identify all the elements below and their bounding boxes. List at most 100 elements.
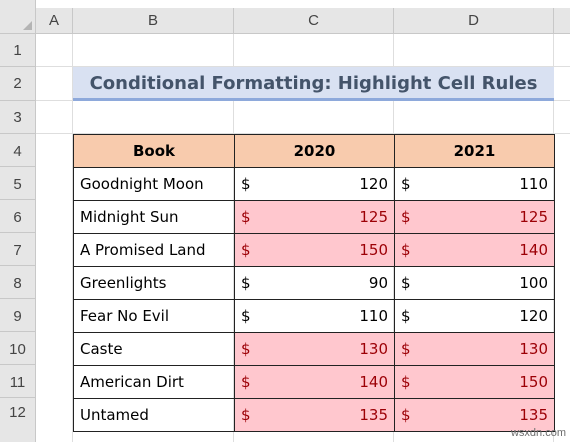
cell-number: 125 [519, 208, 548, 226]
book-cell[interactable]: American Dirt [73, 365, 235, 399]
currency-value: $130 [241, 340, 388, 358]
currency-symbol: $ [241, 373, 251, 391]
book-cell[interactable]: A Promised Land [73, 233, 235, 267]
book-sales-table: Book 2020 2021 Goodnight Moon $120 $110 Mid… [73, 134, 555, 432]
currency-symbol: $ [241, 307, 251, 325]
row-header-7[interactable]: 7 [0, 233, 36, 266]
value-2020-cell[interactable]: $120 [234, 167, 395, 201]
cell-number: 130 [359, 340, 388, 358]
value-2020-cell[interactable]: $90 [234, 266, 395, 300]
select-all-corner[interactable] [0, 0, 36, 34]
book-cell[interactable]: Midnight Sun [73, 200, 235, 234]
table-row: Goodnight Moon $120 $110 [73, 167, 555, 201]
currency-value: $125 [401, 208, 548, 226]
cell-number: 140 [519, 241, 548, 259]
select-all-icon [23, 21, 32, 30]
table-row: American Dirt $140 $150 [73, 365, 555, 399]
row-header-12[interactable]: 12 [0, 398, 36, 442]
book-cell[interactable]: Untamed [73, 398, 235, 432]
cell-number: 135 [519, 406, 548, 424]
book-cell[interactable]: Greenlights [73, 266, 235, 300]
value-2020-cell[interactable]: $125 [234, 200, 395, 234]
sheet-title[interactable]: Conditional Formatting: Highlight Cell R… [73, 67, 554, 101]
cell-number: 120 [519, 307, 548, 325]
gridline-h [36, 133, 570, 134]
column-header-e[interactable] [554, 0, 570, 34]
row-header-2[interactable]: 2 [0, 67, 36, 101]
currency-value: $120 [401, 307, 548, 325]
currency-value: $90 [241, 274, 388, 292]
currency-value: $110 [401, 175, 548, 193]
currency-symbol: $ [401, 208, 411, 226]
currency-symbol: $ [241, 241, 251, 259]
table-row: Greenlights $90 $100 [73, 266, 555, 300]
gridline-h [36, 66, 570, 67]
book-cell[interactable]: Goodnight Moon [73, 167, 235, 201]
currency-symbol: $ [401, 274, 411, 292]
value-2021-cell[interactable]: $135 [394, 398, 555, 432]
value-2021-cell[interactable]: $100 [394, 266, 555, 300]
cell-number: 120 [359, 175, 388, 193]
value-2021-cell[interactable]: $125 [394, 200, 555, 234]
row-header-11[interactable]: 11 [0, 365, 36, 398]
row-header-10[interactable]: 10 [0, 332, 36, 365]
value-2021-cell[interactable]: $140 [394, 233, 555, 267]
currency-value: $100 [401, 274, 548, 292]
book-cell[interactable]: Caste [73, 332, 235, 366]
currency-symbol: $ [401, 175, 411, 193]
currency-symbol: $ [401, 307, 411, 325]
header-book[interactable]: Book [73, 134, 235, 168]
cell-number: 135 [359, 406, 388, 424]
table-row: Midnight Sun $125 $125 [73, 200, 555, 234]
table-row: Fear No Evil $110 $120 [73, 299, 555, 333]
value-2021-cell[interactable]: $120 [394, 299, 555, 333]
currency-value: $140 [401, 241, 548, 259]
currency-symbol: $ [401, 373, 411, 391]
table-row: A Promised Land $150 $140 [73, 233, 555, 267]
currency-symbol: $ [401, 340, 411, 358]
value-2021-cell[interactable]: $130 [394, 332, 555, 366]
cell-number: 90 [368, 274, 388, 292]
table-row: Untamed $135 $135 [73, 398, 555, 432]
cell-number: 100 [519, 274, 548, 292]
currency-value: $150 [401, 373, 548, 391]
currency-symbol: $ [241, 175, 251, 193]
row-header-1[interactable]: 1 [0, 34, 36, 67]
header-top-strip [36, 0, 570, 8]
currency-symbol: $ [401, 406, 411, 424]
currency-symbol: $ [401, 241, 411, 259]
value-2021-cell[interactable]: $150 [394, 365, 555, 399]
row-header-9[interactable]: 9 [0, 299, 36, 332]
table-row: Caste $130 $130 [73, 332, 555, 366]
currency-value: $120 [241, 175, 388, 193]
value-2020-cell[interactable]: $150 [234, 233, 395, 267]
row-header-3[interactable]: 3 [0, 101, 36, 134]
cell-number: 130 [519, 340, 548, 358]
header-2020[interactable]: 2020 [234, 134, 395, 168]
currency-value: $140 [241, 373, 388, 391]
value-2020-cell[interactable]: $135 [234, 398, 395, 432]
row-header-5[interactable]: 5 [0, 167, 36, 200]
currency-value: $150 [241, 241, 388, 259]
currency-symbol: $ [241, 406, 251, 424]
currency-value: $110 [241, 307, 388, 325]
cell-number: 110 [359, 307, 388, 325]
currency-value: $135 [401, 406, 548, 424]
header-2021[interactable]: 2021 [394, 134, 555, 168]
row-header-6[interactable]: 6 [0, 200, 36, 233]
value-2020-cell[interactable]: $110 [234, 299, 395, 333]
book-cell[interactable]: Fear No Evil [73, 299, 235, 333]
currency-value: $135 [241, 406, 388, 424]
value-2021-cell[interactable]: $110 [394, 167, 555, 201]
cell-number: 150 [359, 241, 388, 259]
cell-number: 110 [519, 175, 548, 193]
cell-number: 150 [519, 373, 548, 391]
value-2020-cell[interactable]: $130 [234, 332, 395, 366]
value-2020-cell[interactable]: $140 [234, 365, 395, 399]
currency-value: $125 [241, 208, 388, 226]
currency-symbol: $ [241, 340, 251, 358]
cell-number: 140 [359, 373, 388, 391]
row-header-4[interactable]: 4 [0, 134, 36, 167]
row-header-8[interactable]: 8 [0, 266, 36, 299]
currency-symbol: $ [241, 208, 251, 226]
